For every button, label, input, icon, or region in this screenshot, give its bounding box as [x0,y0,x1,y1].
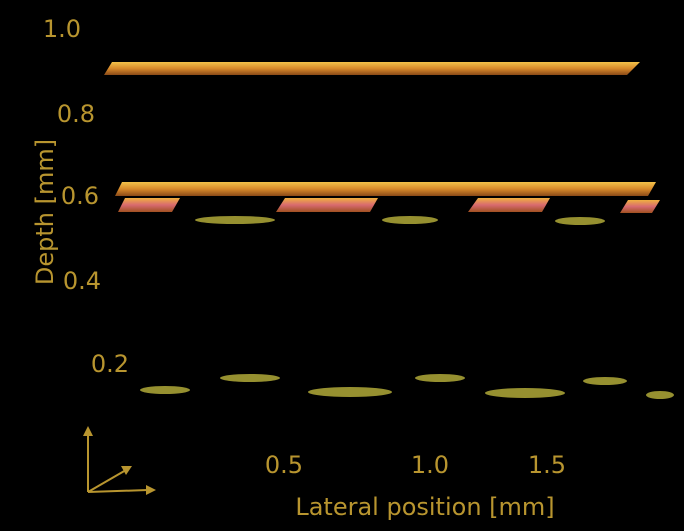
axis-arrow [87,489,149,493]
lateral-tick-label: 1.5 [528,451,566,479]
speckle [382,216,438,224]
top-layer [104,62,640,75]
block [118,198,180,212]
arrow-head [146,485,156,495]
lateral-tick-label: 1.0 [411,451,449,479]
depth-tick-label: 1.0 [43,15,81,43]
block [620,200,660,213]
layers [104,62,660,213]
speckle [485,388,565,398]
speckle [220,374,280,382]
block [276,198,378,212]
axis-arrow [87,469,127,493]
depth-tick-label: 0.4 [63,267,101,295]
speckle [555,217,605,225]
arrow-head [83,426,93,436]
block [468,198,550,212]
lateral-tick-label: 0.5 [265,451,303,479]
depth-tick-label: 0.8 [57,100,95,128]
axes-triad [83,426,156,495]
speckle [583,377,627,385]
speckle [415,374,465,382]
speckle [140,386,190,394]
lateral-axis-title: Lateral position [mm] [295,493,554,521]
speckles [140,216,674,399]
middle-layer [115,182,656,196]
speckle [308,387,392,397]
speckle [195,216,275,224]
labels: 1.0 0.8 0.6 0.4 0.2 Depth [mm] 0.5 1.0 1… [31,15,566,521]
depth-tick-label: 0.6 [61,182,99,210]
speckle [646,391,674,399]
depth-axis-title: Depth [mm] [31,139,59,285]
arrow-head [121,466,132,475]
depth-tick-label: 0.2 [91,350,129,378]
